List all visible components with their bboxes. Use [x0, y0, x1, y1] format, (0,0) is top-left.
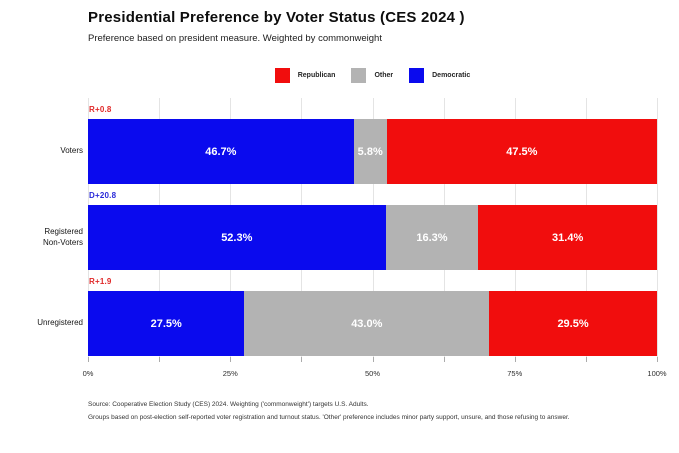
legend-item-republican: Republican — [274, 68, 336, 83]
legend-label: Republican — [297, 72, 336, 79]
x-axis-tick-label: 75% — [507, 369, 523, 378]
bar-group-voters: R+0.8 46.7% 5.8% 47.5% — [88, 98, 657, 184]
x-axis-tick — [159, 357, 161, 362]
x-axis-tick — [657, 357, 658, 362]
source-note: Source: Cooperative Election Study (CES)… — [88, 399, 570, 424]
bar-segment-democratic: 46.7% — [88, 119, 354, 184]
bar-segment-republican: 47.5% — [386, 119, 657, 184]
category-label-voters: Voters — [60, 146, 83, 155]
bar-group-registered-non-voters: D+20.8 52.3% 16.3% 31.4% — [88, 184, 657, 270]
bar-segment-other: 16.3% — [385, 205, 479, 270]
category-label-unregistered: Unregistered — [37, 318, 83, 327]
other-swatch-icon — [351, 68, 367, 83]
bar-segment-democratic: 27.5% — [88, 291, 245, 356]
segment-value-label: 43.0% — [351, 317, 383, 330]
x-axis-tick — [372, 357, 374, 362]
margin-annotation: R+1.9 — [89, 277, 112, 286]
stacked-bar: 52.3% 16.3% 31.4% — [88, 205, 657, 270]
segment-value-label: 52.3% — [221, 231, 253, 244]
x-axis-tick-label: 25% — [222, 369, 238, 378]
x-axis-tick — [88, 357, 89, 362]
x-axis-tick — [230, 357, 232, 362]
source-note-line2: Groups based on post-election self-repor… — [88, 413, 570, 421]
segment-value-label: 5.8% — [357, 145, 383, 158]
x-axis-tick-label: 50% — [364, 369, 381, 378]
segment-value-label: 31.4% — [552, 231, 584, 244]
x-axis-tick — [585, 357, 587, 362]
x-axis-tick — [443, 357, 445, 362]
democratic-swatch-icon — [409, 68, 425, 83]
legend-label: Democratic — [432, 72, 471, 79]
bar-segment-republican: 29.5% — [489, 291, 657, 356]
chart-subtitle: Preference based on president measure. W… — [88, 33, 382, 44]
bar-segment-democratic: 52.3% — [88, 205, 386, 270]
margin-annotation: R+0.8 — [89, 105, 112, 114]
x-axis-tick — [301, 357, 303, 362]
source-note-line1: Source: Cooperative Election Study (CES)… — [88, 401, 369, 408]
segment-value-label: 47.5% — [506, 145, 538, 158]
segment-value-label: 16.3% — [416, 231, 448, 244]
bar-segment-other: 43.0% — [244, 291, 490, 356]
legend: Republican Other Democratic — [88, 67, 657, 84]
bar-segment-republican: 31.4% — [478, 205, 657, 270]
stacked-bar: 46.7% 5.8% 47.5% — [88, 119, 657, 184]
plot-area: R+0.8 46.7% 5.8% 47.5% D+20.8 52.3% 16.3… — [88, 98, 658, 357]
x-axis-labels: 0% 25% 50% 75% 100% — [83, 369, 667, 379]
segment-value-label: 27.5% — [150, 317, 182, 330]
legend-item-democratic: Democratic — [409, 68, 470, 83]
category-label-registered-non-voters: Registered Non-Voters — [42, 227, 83, 247]
segment-value-label: 29.5% — [557, 317, 589, 330]
margin-annotation: D+20.8 — [89, 191, 117, 200]
segment-value-label: 46.7% — [205, 145, 237, 158]
x-axis — [88, 357, 658, 363]
chart-title: Presidential Preference by Voter Status … — [88, 9, 465, 26]
gridline — [657, 98, 658, 357]
x-axis-tick-label: 100% — [647, 369, 667, 378]
legend-item-other: Other — [351, 68, 393, 83]
x-axis-tick-label: 0% — [82, 369, 94, 378]
stacked-bar: 27.5% 43.0% 29.5% — [88, 291, 657, 356]
bar-group-unregistered: R+1.9 27.5% 43.0% 29.5% — [88, 270, 657, 356]
x-axis-tick — [514, 357, 516, 362]
legend-label: Other — [374, 72, 394, 79]
bar-segment-other: 5.8% — [353, 119, 387, 184]
republican-swatch-icon — [274, 68, 290, 83]
